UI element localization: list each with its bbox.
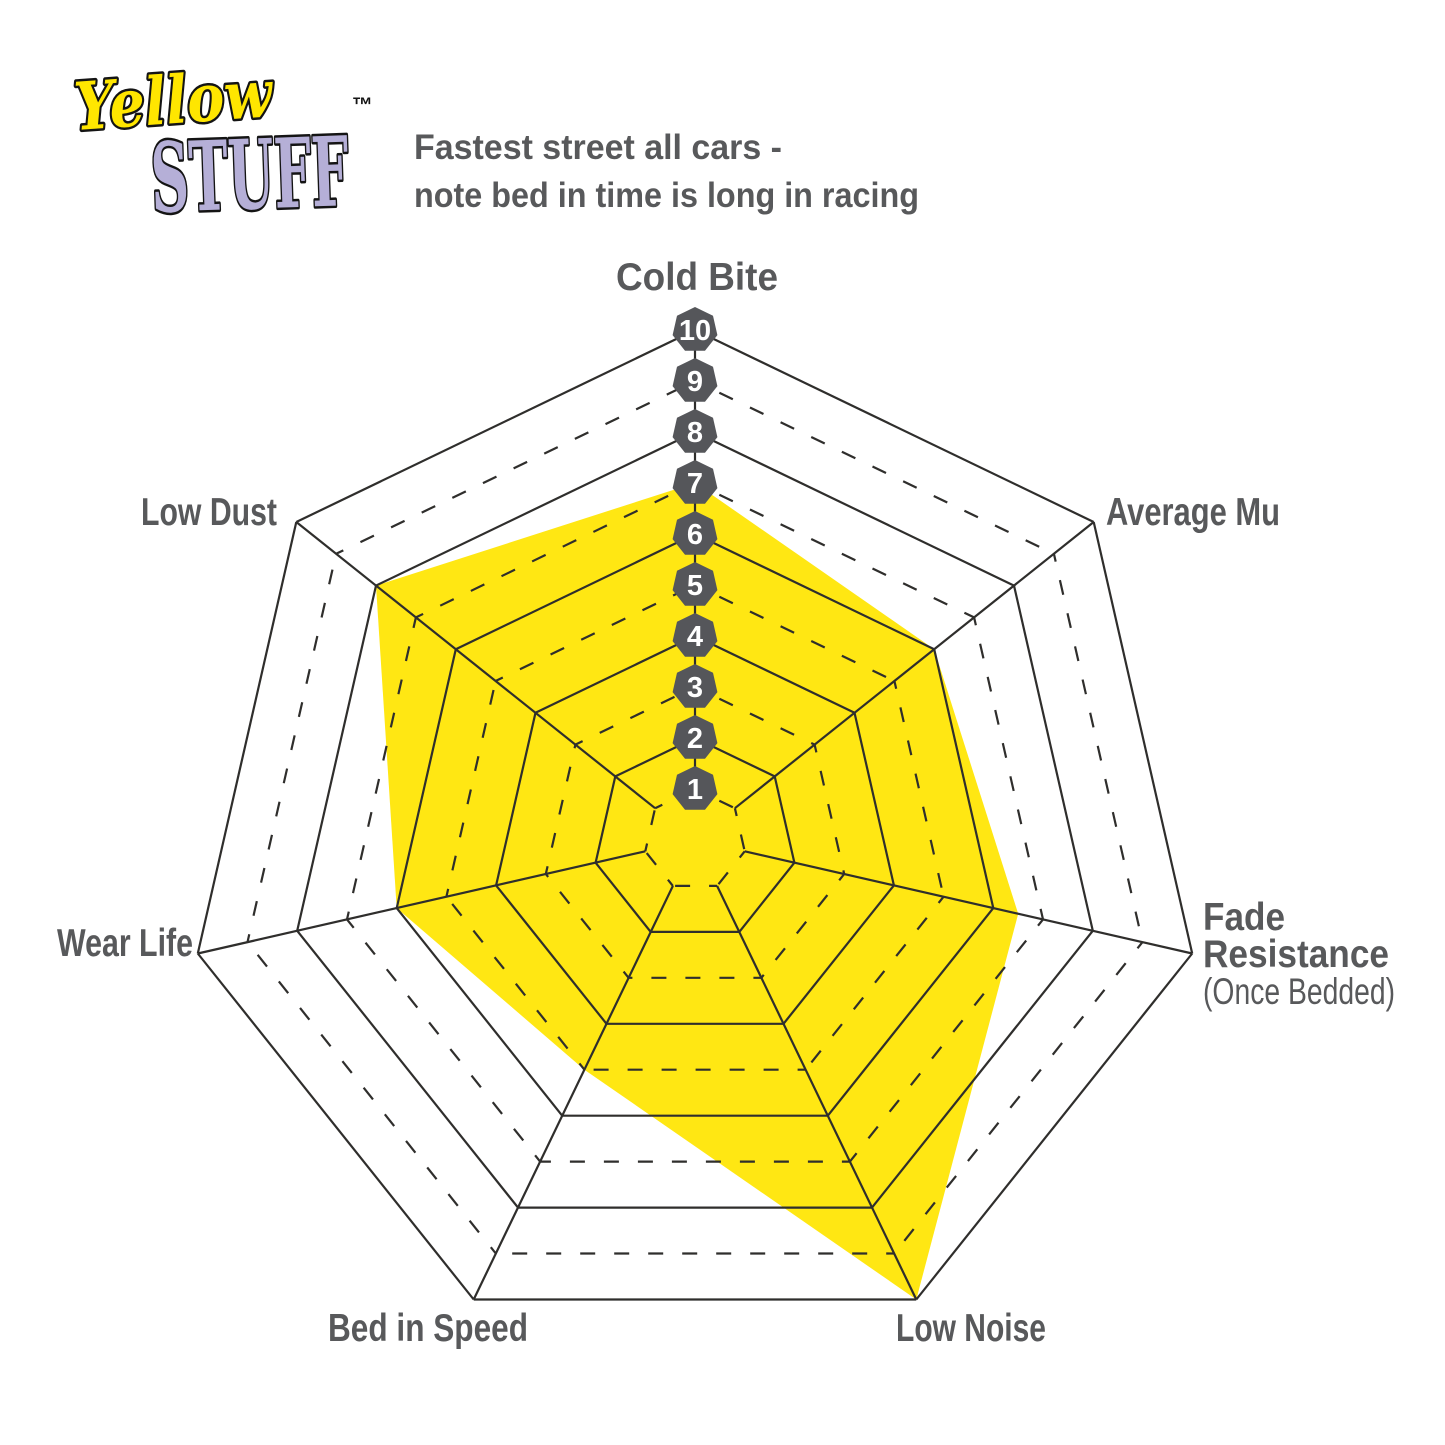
scale-badge-label-1: 1 (687, 774, 703, 806)
axis-label-low-dust: Low Dust (141, 491, 277, 534)
scale-badge-5 (672, 562, 718, 606)
yellowstuff-logo: Yellow STUFF ™ (69, 52, 373, 238)
ring-9-edge (335, 380, 696, 555)
ring-10-edge (915, 952, 1194, 1301)
axis-label-average-mu: Average Mu (1106, 491, 1280, 534)
axis-spoke (744, 850, 1193, 955)
ring-2-edge (594, 862, 652, 933)
ring-5-edge (893, 680, 945, 897)
ring-6-edge (455, 533, 696, 651)
scale-badge-label-10: 10 (679, 315, 711, 347)
axis-label-fade-resistance: Fade (1203, 896, 1285, 939)
ring-4-edge (694, 635, 855, 714)
ring-5-edge (495, 584, 696, 682)
ring-5-edge (445, 680, 497, 897)
score-polygon (376, 483, 1019, 1300)
ring-3-edge (813, 744, 846, 875)
ring-3-edge (694, 686, 816, 746)
scale-badge-label-9: 9 (687, 366, 703, 398)
ring-3-edge (544, 873, 630, 979)
ring-8-edge (296, 930, 519, 1209)
scale-badge-3 (672, 664, 718, 708)
ring-1-edge (733, 807, 746, 852)
ring-4-edge (853, 712, 895, 886)
ring-10-edge (1092, 521, 1194, 954)
ring-4-edge (495, 712, 537, 886)
scale-badge-4 (672, 613, 718, 657)
ring-6-edge (395, 648, 457, 909)
scale-badge-9 (672, 358, 718, 402)
ring-10-edge (295, 329, 696, 523)
scale-badge-label-5: 5 (687, 570, 703, 602)
ring-6-edge (395, 907, 564, 1117)
ring-9-edge (694, 380, 1055, 555)
ring-10-edge (694, 329, 1095, 523)
ring-4-edge (535, 635, 696, 714)
scale-badge-8 (672, 409, 718, 453)
axis-spoke (716, 885, 918, 1300)
ring-4-edge (782, 884, 895, 1025)
subtitle-line-1: Fastest street all cars - (414, 128, 782, 167)
axis-label-fade-resistance: (Once Bedded) (1203, 971, 1395, 1012)
ring-1-edge (644, 850, 674, 887)
ring-6-edge (694, 533, 935, 651)
ring-3-edge (544, 744, 577, 875)
ring-9-edge (246, 941, 497, 1255)
ring-8-edge (375, 431, 696, 587)
scale-badge-10 (672, 307, 718, 351)
chart-subtitle: Fastest street all cars - note bed in ti… (414, 128, 919, 215)
scale-badge-label-6: 6 (687, 519, 703, 551)
scale-badge-7 (672, 460, 718, 504)
scale-badge-label-3: 3 (687, 672, 703, 704)
ring-8-edge (1012, 585, 1094, 932)
axis-spoke (472, 885, 674, 1300)
axis-label-bed-in-speed: Bed in Speed (328, 1307, 528, 1350)
subtitle-line-2: note bed in time is long in racing (414, 176, 919, 215)
logo-word-yellow: Yellow (72, 54, 277, 146)
ring-8-edge (694, 431, 1015, 587)
ring-9-edge (246, 553, 338, 943)
axis-label-fade-resistance: Resistance (1203, 933, 1389, 976)
ring-4-edge (495, 884, 608, 1025)
trademark-icon: ™ (352, 94, 373, 117)
ring-9-edge (1052, 553, 1144, 943)
axis-label-wear-life: Wear Life (57, 922, 193, 965)
ring-1-edge (716, 850, 746, 887)
logo-word-stuff: STUFF (149, 115, 351, 235)
ring-8-edge (871, 930, 1094, 1209)
scale-badge-label-2: 2 (687, 723, 703, 755)
ring-9-edge (893, 941, 1144, 1255)
ring-5-edge (445, 896, 586, 1071)
axis-spoke (295, 521, 656, 810)
scale-badge-2 (672, 715, 718, 759)
scale-badge-label-4: 4 (687, 621, 703, 653)
ring-2-edge (594, 776, 617, 863)
ring-2-edge (738, 862, 796, 933)
axis-spoke (197, 850, 646, 955)
ring-3-edge (760, 873, 846, 979)
axis-label-low-noise: Low Noise (896, 1307, 1046, 1350)
ring-5-edge (804, 896, 945, 1071)
ring-6-edge (933, 648, 995, 909)
scale-badge-6 (672, 511, 718, 555)
ring-1-edge (644, 807, 657, 852)
scale-badge-1 (672, 766, 718, 810)
ring-10-edge (196, 521, 298, 954)
ring-8-edge (296, 585, 378, 932)
radar-chart: 10 9 8 7 6 5 4 3 2 1 Cold Bite Average Mu FadeResist… (57, 256, 1395, 1350)
ring-5-edge (694, 584, 895, 682)
axis-spoke (734, 521, 1095, 810)
ring-6-edge (826, 907, 995, 1117)
scale-badge-label-8: 8 (687, 417, 703, 449)
ring-10-edge (196, 952, 475, 1301)
ring-2-edge (773, 776, 796, 863)
axis-label-cold-bite: Cold Bite (616, 256, 778, 299)
scale-badge-label-7: 7 (687, 468, 703, 500)
ring-3-edge (574, 686, 696, 746)
